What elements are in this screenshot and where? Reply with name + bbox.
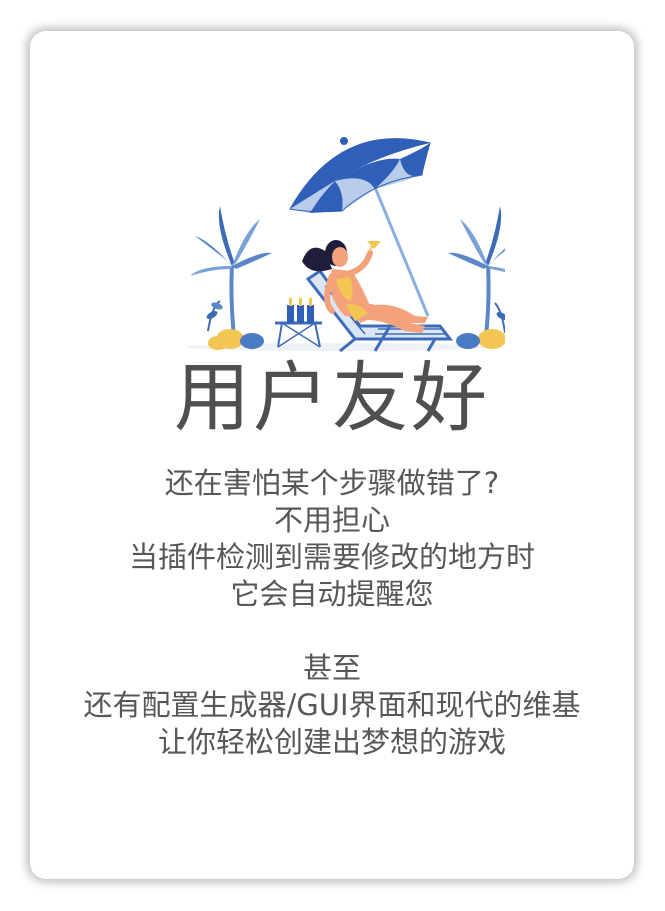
description-line: 还在害怕某个步骤做错了? bbox=[164, 466, 500, 500]
woman-figure bbox=[302, 240, 428, 333]
beach-lounge-illustration bbox=[185, 137, 505, 353]
description-line: 它会自动提醒您 bbox=[230, 577, 434, 611]
page-title: 用户友好 bbox=[174, 353, 490, 442]
palm-tree-icon bbox=[448, 206, 505, 349]
paragraph-gap bbox=[30, 613, 634, 650]
bottle-icon bbox=[275, 298, 322, 348]
description: 还在害怕某个步骤做错了? 不用担心 当插件检测到需要修改的地方时 它会自动提醒您… bbox=[30, 465, 634, 761]
umbrella-icon bbox=[289, 137, 431, 213]
description-line: 不用担心 bbox=[273, 503, 390, 537]
description-line: 当插件检测到需要修改的地方时 bbox=[128, 540, 535, 574]
palm-tree-icon bbox=[190, 206, 272, 350]
description-line: 让你轻松创建出梦想的游戏 bbox=[157, 725, 506, 759]
feature-card: 用户友好 还在害怕某个步骤做错了? 不用担心 当插件检测到需要修改的地方时 它会… bbox=[30, 31, 634, 879]
description-line: 还有配置生成器/GUI界面和现代的维基 bbox=[83, 688, 581, 722]
description-line: 甚至 bbox=[302, 651, 361, 685]
